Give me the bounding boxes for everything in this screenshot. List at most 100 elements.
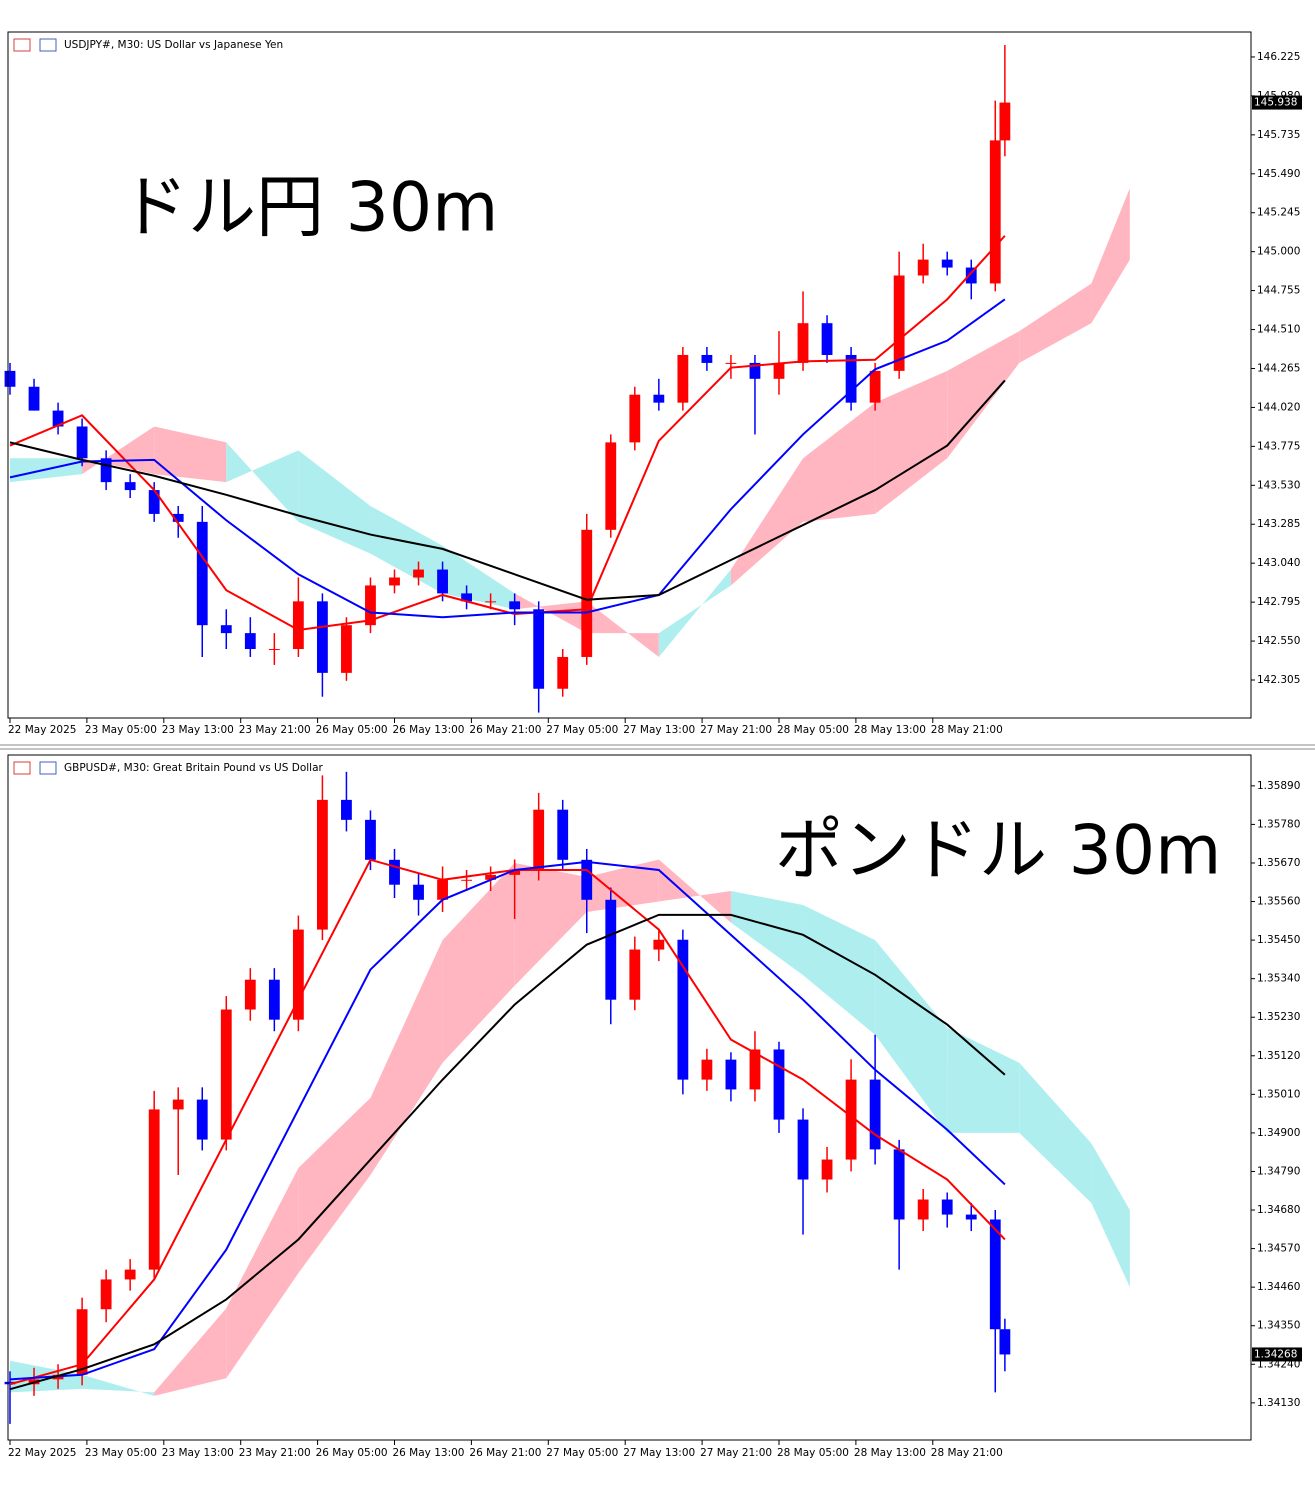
- candle-body: [557, 656, 569, 689]
- candle-body: [148, 1109, 160, 1270]
- candle-body: [316, 799, 328, 930]
- candle-body: [533, 609, 545, 689]
- x-tick-label: 28 May 13:00: [854, 1447, 926, 1459]
- candle-body: [581, 859, 593, 900]
- last-price-box: [1252, 1347, 1302, 1362]
- candle-body: [220, 625, 232, 634]
- candle-body: [485, 874, 497, 880]
- candle-body: [605, 442, 617, 530]
- cloud: [298, 450, 371, 554]
- plot-frame: [7, 754, 1252, 1441]
- candle-body: [100, 1279, 112, 1310]
- y-tick-label: 1.35230: [1257, 1011, 1300, 1023]
- candle-body: [389, 577, 400, 586]
- candle-body: [869, 1079, 881, 1150]
- icon: [13, 38, 31, 52]
- y-tick-label: 142.550: [1257, 635, 1300, 647]
- last-price-label: 145.938: [1254, 97, 1297, 109]
- cloud: [947, 1027, 1020, 1133]
- cloud: [514, 862, 587, 986]
- y-tick-label: 144.020: [1257, 401, 1300, 413]
- candle-body: [365, 585, 376, 626]
- cloud: [370, 940, 443, 1175]
- candle-body: [4, 1381, 16, 1385]
- x-tick-label: 23 May 21:00: [239, 1447, 311, 1459]
- candle-body: [917, 259, 929, 276]
- candle-body: [437, 879, 448, 900]
- candle-body: [965, 267, 977, 284]
- y-tick-label: 143.285: [1257, 518, 1300, 530]
- candle-body: [653, 939, 665, 950]
- candle-body: [797, 1119, 809, 1180]
- candle-body: [917, 1199, 929, 1220]
- x-tick-label: 27 May 05:00: [546, 724, 618, 736]
- x-tick-label: 28 May 05:00: [777, 724, 849, 736]
- candle-body: [629, 949, 641, 1000]
- y-tick-label: 1.34460: [1257, 1281, 1300, 1293]
- candle-body: [701, 354, 713, 363]
- candle-body: [124, 1269, 136, 1280]
- candle-body: [268, 979, 280, 1020]
- cloud: [82, 426, 155, 475]
- cloud: [226, 442, 299, 522]
- cloud: [442, 862, 515, 1063]
- cloud: [1019, 283, 1092, 363]
- candle-body: [365, 819, 376, 860]
- moving-average: [9, 235, 1006, 631]
- candle-body: [845, 1079, 857, 1160]
- moving-average: [9, 379, 1006, 601]
- candle-body: [148, 490, 160, 514]
- candle-body: [4, 370, 16, 387]
- candle-body: [485, 601, 497, 603]
- moving-average: [9, 913, 1006, 1391]
- x-tick-label: 23 May 05:00: [85, 724, 157, 736]
- y-tick-label: 1.34570: [1257, 1243, 1300, 1255]
- x-tick-label: 26 May 05:00: [316, 1447, 388, 1459]
- y-tick-label: 145.490: [1257, 168, 1300, 180]
- cloud: [730, 891, 804, 976]
- candle-body: [653, 394, 665, 403]
- candle-body: [196, 1099, 208, 1140]
- y-tick-label: 144.510: [1257, 324, 1300, 336]
- y-tick-label: 1.35560: [1257, 896, 1300, 908]
- y-tick-label: 142.795: [1257, 596, 1300, 608]
- x-tick-label: 27 May 21:00: [700, 1447, 772, 1459]
- y-tick-label: 1.35450: [1257, 934, 1300, 946]
- candle-body: [509, 601, 521, 610]
- candle-body: [220, 1009, 232, 1140]
- candle-body: [268, 649, 280, 651]
- candle-body: [244, 633, 256, 650]
- chart-title: USDJPY#, M30: US Dollar vs Japanese Yen: [64, 39, 283, 51]
- cloud: [803, 402, 876, 522]
- candle-body: [941, 1199, 953, 1215]
- candle-body: [172, 1099, 184, 1110]
- y-tick-label: 1.35120: [1257, 1050, 1300, 1062]
- y-tick-label: 1.34130: [1257, 1397, 1300, 1409]
- x-tick-label: 28 May 21:00: [931, 1447, 1003, 1459]
- y-tick-label: 1.34680: [1257, 1204, 1300, 1216]
- candle-body: [845, 354, 857, 403]
- last-price-box: [1252, 95, 1302, 110]
- cloud: [154, 426, 227, 483]
- candle-body: [124, 482, 136, 491]
- cloud: [82, 1374, 155, 1396]
- candle-body: [341, 799, 352, 820]
- candle-body: [172, 513, 184, 522]
- cloud: [586, 859, 659, 913]
- y-tick-label: 1.35340: [1257, 973, 1300, 985]
- cloud: [803, 905, 876, 1035]
- y-tick-label: 145.245: [1257, 207, 1300, 219]
- y-tick-label: 1.35010: [1257, 1088, 1300, 1100]
- y-tick-label: 1.34790: [1257, 1165, 1300, 1177]
- candle-body: [557, 809, 569, 860]
- candle-body: [292, 601, 304, 650]
- candle-body: [292, 929, 304, 1020]
- last-price-label: 1.34268: [1254, 1348, 1297, 1360]
- y-tick-label: 143.040: [1257, 557, 1300, 569]
- x-tick-label: 26 May 21:00: [469, 1447, 541, 1459]
- y-tick-label: 142.305: [1257, 674, 1300, 686]
- x-tick-label: 26 May 13:00: [392, 724, 464, 736]
- x-tick-label: 27 May 13:00: [623, 724, 695, 736]
- x-tick-label: 22 May 2025: [8, 724, 76, 736]
